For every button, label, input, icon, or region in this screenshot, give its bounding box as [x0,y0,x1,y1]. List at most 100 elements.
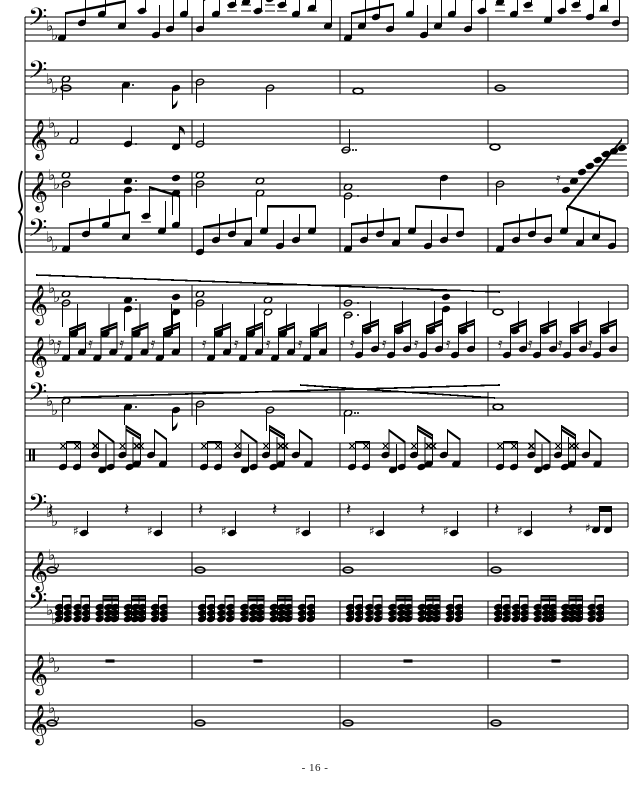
notehead [492,308,504,316]
beam [618,0,620,1]
rest: 𝄽 [346,500,351,520]
notehead [46,566,58,574]
beam [132,325,149,334]
rule [410,442,418,450]
chord-group [95,595,120,623]
rest [551,659,561,663]
beam [458,319,475,328]
beam [299,429,312,441]
chord-group [150,595,168,623]
notehead [195,171,205,179]
quarter-rest-icon: 𝄽 [420,500,425,520]
chord-group [269,595,293,623]
notehead [61,171,71,179]
staff-9-notes [58,425,602,474]
quarter-rest-icon: 𝄽 [48,500,53,520]
rule [214,442,222,450]
notehead [577,168,587,176]
staff-4-notes: 𝄿 [61,169,561,218]
treble-clef-icon: 𝄞 [28,171,48,212]
flat-icon: ♭ [53,555,60,573]
beam [567,205,616,223]
staff-3-treble [25,119,628,145]
bass-clef-icon: 𝄢 [28,3,47,38]
chord-group [533,595,557,623]
flat-icon: ♭ [46,601,53,619]
beam [163,322,180,331]
whole-measure-rest [551,659,561,663]
sixteenth-rest-icon: 𝄿 [498,334,503,352]
beam [132,322,149,331]
notehead [569,177,579,185]
beam [417,428,433,440]
notehead [343,183,353,191]
notehead [441,293,451,301]
beam [277,598,292,601]
beam [203,0,206,2]
staff-9-percussion [25,442,628,468]
beam [595,595,604,598]
beam [246,322,263,331]
notehead [171,174,181,182]
notehead [61,290,71,298]
staff-4-piano-right [25,171,628,197]
rule [262,442,270,450]
beam [453,595,463,598]
sixteenth-rest-icon: 𝄿 [151,334,156,352]
staff-1-bass-clef: 𝄢♭♭ [28,3,58,44]
rule [348,442,356,450]
augmentation-dot [134,405,138,409]
augmentation-dot [134,179,138,183]
beam [425,595,440,598]
note-whole [194,566,206,574]
staff-6-treble-clef: 𝄞 ♭♭ [28,279,60,325]
chord-group [493,595,511,623]
note-whole [489,143,501,151]
staff-6-notes [61,290,451,337]
rule [510,442,518,450]
augmentation-dot [353,411,357,415]
beam [394,322,411,331]
sixteenth-rest-icon: 𝄿 [266,334,271,352]
staff-6-treble [25,284,628,310]
beam [310,325,327,334]
rule [137,442,145,450]
notehead [585,162,595,170]
notehead [195,290,205,298]
beam [154,429,167,441]
sixteenth-rest-icon: 𝄿 [120,334,125,352]
notehead [263,296,273,304]
note-whole [352,87,364,95]
beam [415,205,464,211]
beam [503,214,552,226]
flat-icon: ♭ [48,114,55,132]
rest: 𝄽 [198,500,203,520]
beam [389,429,406,444]
beam [330,0,332,1]
note-whole [492,403,504,411]
beam [305,595,315,598]
augmentation-dot [356,313,360,317]
augmentation-dot [131,83,135,87]
treble-clef-icon: 𝄞 [28,704,48,745]
rule [362,442,370,450]
augmentation-dot [134,307,138,311]
chord-group [587,595,605,623]
beam [163,325,180,334]
rest: 𝄽 [568,500,573,520]
beam [510,322,527,331]
flat-icon: ♭ [53,658,60,676]
note-whole [342,719,354,727]
notehead [593,156,603,164]
beam [126,425,141,437]
notehead [561,186,571,194]
beam [149,186,180,198]
notehead [46,719,58,727]
beam [355,441,370,444]
beam [510,319,527,328]
sixteenth-rest-icon: 𝄿 [414,334,419,352]
beam [566,138,622,211]
note-whole [492,308,504,316]
beam [103,595,119,598]
